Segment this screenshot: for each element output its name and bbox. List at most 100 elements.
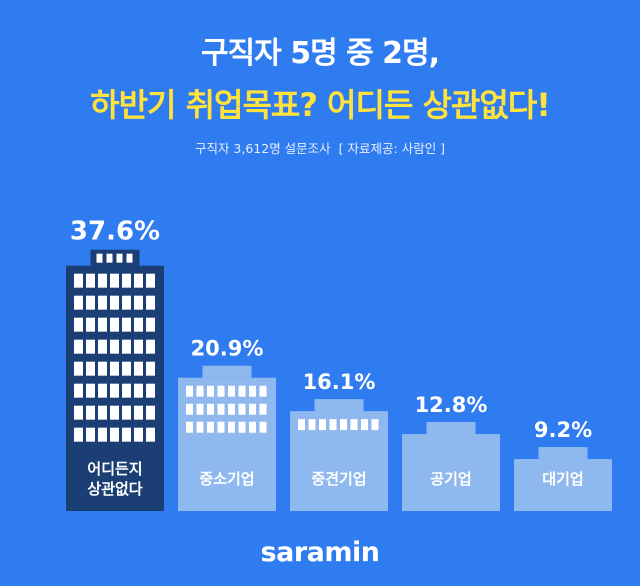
window <box>146 295 155 310</box>
value-label-0: 37.6% <box>70 217 160 247</box>
window <box>98 273 107 288</box>
window <box>134 295 143 310</box>
window <box>98 339 107 354</box>
saramin-logo: saramin <box>260 537 380 568</box>
bar-building-1: 20.9% 중소기업 <box>178 337 276 511</box>
window <box>361 419 368 431</box>
window <box>110 295 119 310</box>
window <box>146 339 155 354</box>
value-label-4: 9.2% <box>534 418 592 442</box>
window <box>249 385 256 397</box>
window <box>259 403 267 415</box>
category-label-4: 대기업 <box>542 470 583 488</box>
title-line-2: 하반기 취업목표? 어디든 상관없다! <box>90 86 551 124</box>
window <box>122 383 131 398</box>
window <box>134 361 143 376</box>
bar-building-2: 16.1% 중견기업 <box>290 370 388 511</box>
window <box>196 421 204 433</box>
window <box>319 419 326 431</box>
window <box>106 253 113 263</box>
window <box>228 385 235 397</box>
window <box>86 339 95 354</box>
window <box>110 361 119 376</box>
window <box>238 421 246 433</box>
window <box>74 339 83 354</box>
window <box>74 273 83 288</box>
window <box>110 317 119 332</box>
bar <box>514 459 612 511</box>
window <box>146 273 155 288</box>
window <box>146 361 155 376</box>
bar-building-3: 12.8% 공기업 <box>402 393 500 511</box>
window <box>74 383 83 398</box>
bar <box>402 434 500 511</box>
window <box>217 385 225 397</box>
window <box>196 403 204 415</box>
survey-note: 구직자 3,612명 설문조사 <box>194 141 331 156</box>
window <box>122 339 131 354</box>
bar-roof <box>538 447 588 460</box>
window <box>74 361 83 376</box>
window <box>110 427 119 442</box>
window <box>86 317 95 332</box>
source-note: [ 자료제공: 사람인 ] <box>338 141 446 156</box>
window <box>86 273 95 288</box>
window <box>308 419 316 431</box>
window <box>110 405 119 420</box>
window <box>134 273 143 288</box>
window <box>298 419 305 431</box>
window <box>74 427 83 442</box>
window <box>74 295 83 310</box>
window <box>134 317 143 332</box>
window <box>98 427 107 442</box>
window <box>126 253 133 263</box>
window <box>217 421 225 433</box>
window <box>98 405 107 420</box>
window <box>186 421 193 433</box>
window <box>86 427 95 442</box>
window <box>259 385 267 397</box>
window <box>207 385 214 397</box>
window <box>146 405 155 420</box>
window <box>86 361 95 376</box>
window <box>329 419 337 431</box>
window <box>122 273 131 288</box>
window <box>207 421 214 433</box>
window <box>217 403 225 415</box>
window <box>146 317 155 332</box>
window <box>74 317 83 332</box>
window <box>98 295 107 310</box>
window <box>74 405 83 420</box>
category-label-3: 공기업 <box>430 470 471 488</box>
window <box>122 361 131 376</box>
window <box>98 317 107 332</box>
window <box>116 253 123 263</box>
window <box>186 403 193 415</box>
window <box>238 385 246 397</box>
window <box>249 403 256 415</box>
window <box>98 361 107 376</box>
window <box>134 383 143 398</box>
window <box>134 427 143 442</box>
bar-building-4: 9.2% 대기업 <box>514 418 612 511</box>
subtitle: 구직자 3,612명 설문조사 [ 자료제공: 사람인 ] <box>0 138 640 157</box>
window <box>86 383 95 398</box>
window <box>146 427 155 442</box>
category-label-0: 어디든지 <box>87 460 142 478</box>
window <box>110 273 119 288</box>
window <box>228 421 235 433</box>
window <box>146 383 155 398</box>
window <box>259 421 267 433</box>
window <box>122 427 131 442</box>
window <box>350 419 358 431</box>
window <box>98 383 107 398</box>
window <box>122 405 131 420</box>
window <box>110 383 119 398</box>
category-label-0: 상관없다 <box>87 480 142 498</box>
window <box>186 385 193 397</box>
window <box>134 339 143 354</box>
window <box>371 419 379 431</box>
window <box>110 339 119 354</box>
bar <box>178 377 276 511</box>
